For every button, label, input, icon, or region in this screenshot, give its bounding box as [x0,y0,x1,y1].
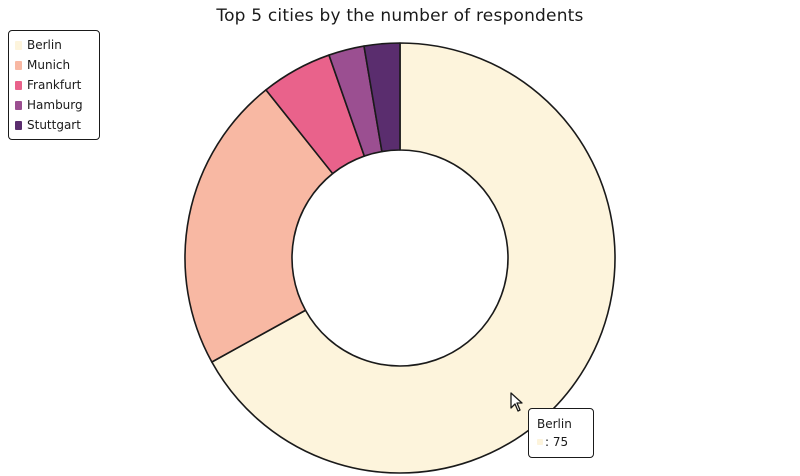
legend-item-berlin[interactable]: Berlin [15,35,93,55]
legend-label: Munich [27,58,71,72]
legend-swatch [15,120,22,130]
legend-label: Stuttgart [27,118,81,132]
chart-title: Top 5 cities by the number of respondent… [216,6,584,26]
mouse-cursor-icon [510,392,523,412]
tooltip: Berlin : 75 [528,408,594,458]
legend-swatch [15,80,22,90]
legend-swatch [15,100,22,110]
donut-slice-berlin[interactable] [211,42,616,474]
tooltip-category: Berlin [537,417,572,431]
legend: Berlin Munich Frankfurt Hamburg Stuttgart [8,30,100,140]
donut-slice-munich[interactable] [184,89,334,363]
donut-slice-stuttgart[interactable] [363,42,401,153]
legend-label: Berlin [27,38,62,52]
tooltip-value: : 75 [545,435,569,449]
legend-label: Hamburg [27,98,83,112]
legend-label: Frankfurt [27,78,82,92]
legend-item-hamburg[interactable]: Hamburg [15,95,93,115]
legend-item-munich[interactable]: Munich [15,55,93,75]
legend-swatch [15,40,22,50]
tooltip-value-row: : 75 [537,433,585,451]
tooltip-category-row: Berlin [537,415,585,433]
legend-swatch [15,60,22,70]
legend-item-stuttgart[interactable]: Stuttgart [15,115,93,135]
legend-item-frankfurt[interactable]: Frankfurt [15,75,93,95]
tooltip-swatch [537,439,543,445]
